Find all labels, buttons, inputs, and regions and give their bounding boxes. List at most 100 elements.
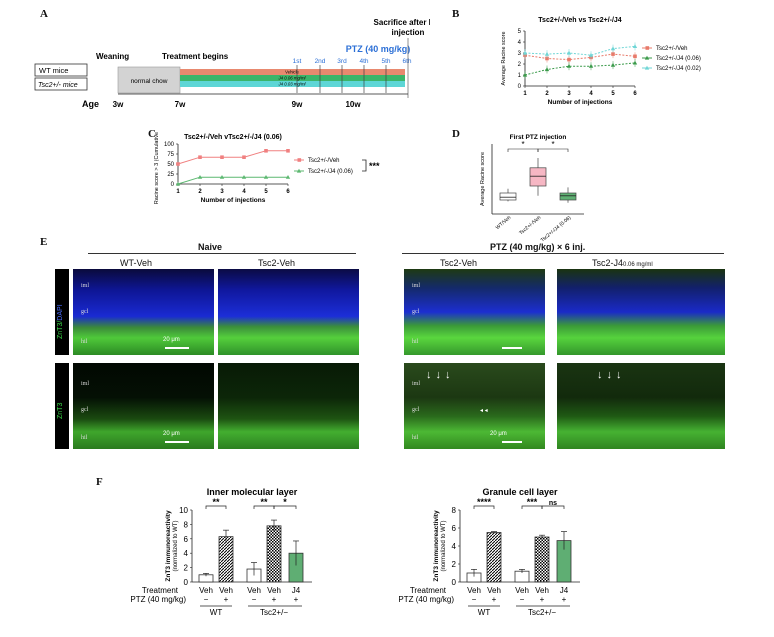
row1-tag-text: ZnT3/DAPI: [57, 304, 64, 339]
col-tsc2-veh-naive: Tsc2-Veh: [258, 258, 296, 268]
data-point: [176, 162, 180, 166]
x-tick-label: 3: [220, 189, 224, 195]
significance-bracket: [507, 148, 539, 152]
legend-marker: [644, 55, 650, 60]
series-line: [177, 150, 288, 165]
y-axis-label: (normalized to WT): [173, 520, 179, 571]
panel-f-right-bar-chart: Granule cell layer 0 2 4 6 8 ZnT3 immunoreacti…: [398, 487, 580, 617]
layer-hil: hil: [81, 435, 88, 441]
significance-label: *: [551, 140, 554, 149]
row1-tag-znt3: ZnT3/: [57, 320, 64, 339]
y-tick-label: 5: [518, 29, 522, 35]
box: [559, 192, 577, 201]
wt-mice-label: WT mice: [39, 66, 68, 75]
x-tick-label: 2: [545, 91, 549, 97]
data-point: [285, 175, 291, 179]
data-point: [588, 53, 594, 57]
panel-a-timeline: Sacrifice after last injection Weaning T…: [34, 18, 430, 109]
scale-bar-label: 20 μm: [163, 337, 180, 343]
injection-labels: 1st 2nd 3rd 4th 5th 6th: [293, 58, 412, 65]
significance-bracket: [273, 505, 297, 509]
ptz-rule: [402, 253, 724, 254]
x-tick-label: 4: [242, 189, 246, 195]
data-point: [611, 52, 615, 56]
scale-bar: [502, 441, 522, 443]
ptz-mark: +: [492, 595, 497, 604]
data-point: [632, 60, 638, 65]
significance-label: ns: [549, 500, 557, 507]
y-tick-label: 2: [518, 62, 522, 68]
micrograph-wt-veh-merge: iml gcl hil 20 μm: [73, 269, 214, 355]
arrows-down-icon: ↓↓↓: [426, 369, 455, 381]
layer-gcl: gcl: [412, 407, 420, 413]
j4-06-bar-label: J4 0.06 mg/ml: [278, 76, 307, 81]
treatment-label: Veh: [219, 586, 233, 595]
legend-label: Tsc2+/-/Veh: [656, 46, 688, 52]
treatment-label: Veh: [487, 586, 501, 595]
treatment-label: Veh: [535, 586, 549, 595]
tsc-mice-box: [34, 77, 88, 91]
y-tick-label: 6: [184, 535, 189, 544]
ptz-mark: +: [272, 595, 277, 604]
weaning-label: Weaning: [96, 52, 129, 61]
row2-tag: ZnT3: [55, 363, 69, 449]
y-tick-label: 3: [518, 51, 522, 57]
x-tick-label: 3: [567, 91, 571, 97]
ptz-row-label: PTZ (40 mg/kg): [130, 595, 186, 604]
significance-label: ***: [369, 161, 380, 171]
series-line: [524, 53, 636, 61]
data-point: [522, 50, 528, 55]
x-tick-label: Tsc2+/-/Veh: [518, 215, 542, 237]
legend-marker: [296, 168, 302, 173]
arrows-down-icon: ↓↓↓: [597, 369, 626, 381]
y-tick-label: 0: [452, 578, 457, 587]
sacrifice-label-2: injection: [392, 28, 425, 37]
data-point: [219, 175, 225, 179]
panel-a-letter: A: [40, 8, 48, 20]
x-tick-label: 6: [633, 91, 637, 97]
data-point: [198, 155, 202, 159]
age-tick: 7w: [175, 100, 186, 109]
y-tick-label: 0: [184, 578, 189, 587]
row1-tag-dapi: DAPI: [57, 304, 64, 321]
x-tick-label: Tsc2+/-/J4 (0.06): [540, 215, 573, 242]
group-label: Tsc2+/−: [528, 608, 556, 617]
chart-title: Tsc2+/-/Veh vs Tsc2+/-/J4: [538, 17, 622, 24]
micrograph-tsc2-veh-ptz-znt3: iml gcl hil ↓↓↓ ◂ ◂ 20 μm: [404, 363, 545, 449]
x-tick-label: 1: [523, 91, 527, 97]
treatment-label: Veh: [515, 586, 529, 595]
micrograph-tsc2-j4-merge: [557, 269, 725, 355]
significance-label: ****: [477, 497, 492, 507]
chart-title: Inner molecular layer: [207, 487, 298, 497]
x-tick-label: WT/Veh: [495, 215, 513, 231]
legend-marker: [297, 158, 302, 162]
vehicle-bar: [180, 69, 405, 75]
legend-label: Tsc2+/-/J4 (0.02): [656, 66, 701, 72]
data-point: [610, 62, 616, 67]
arrowhead-icon: ◂ ◂: [480, 408, 488, 414]
micrograph-tsc2-veh-ptz-merge: iml gcl hil: [404, 269, 545, 355]
layer-hil: hil: [412, 339, 419, 345]
vehicle-bar-label: Vehicle: [285, 70, 299, 75]
significance-label: ***: [527, 497, 538, 507]
y-axis-label: Average Racine score: [480, 152, 486, 206]
x-tick-label: 4: [589, 91, 593, 97]
col-tsc2-j4-sub: 0.06 mg/ml: [623, 262, 653, 268]
group-label: WT: [478, 608, 491, 617]
y-axis-label: ZnT3 immunoreactivity: [433, 510, 440, 582]
wt-mice-box: [34, 63, 88, 77]
scale-bar: [502, 347, 522, 349]
legend-marker: [645, 46, 650, 50]
age-tick: 3w: [113, 100, 124, 109]
scale-bar-label: 20 μm: [490, 431, 507, 437]
y-axis-label: Average Racine score: [501, 31, 507, 85]
j4-06-bar: [180, 75, 405, 81]
y-tick-label: 4: [452, 542, 457, 551]
normal-chow-bar: [117, 66, 181, 94]
age-tick: 9w: [292, 100, 303, 109]
treatment-row-label: Treatment: [142, 586, 179, 595]
chart-title: First PTZ injection: [510, 134, 567, 141]
panel-e-letter: E: [40, 236, 48, 248]
micrograph-tsc2-veh-naive-merge: [218, 269, 359, 355]
